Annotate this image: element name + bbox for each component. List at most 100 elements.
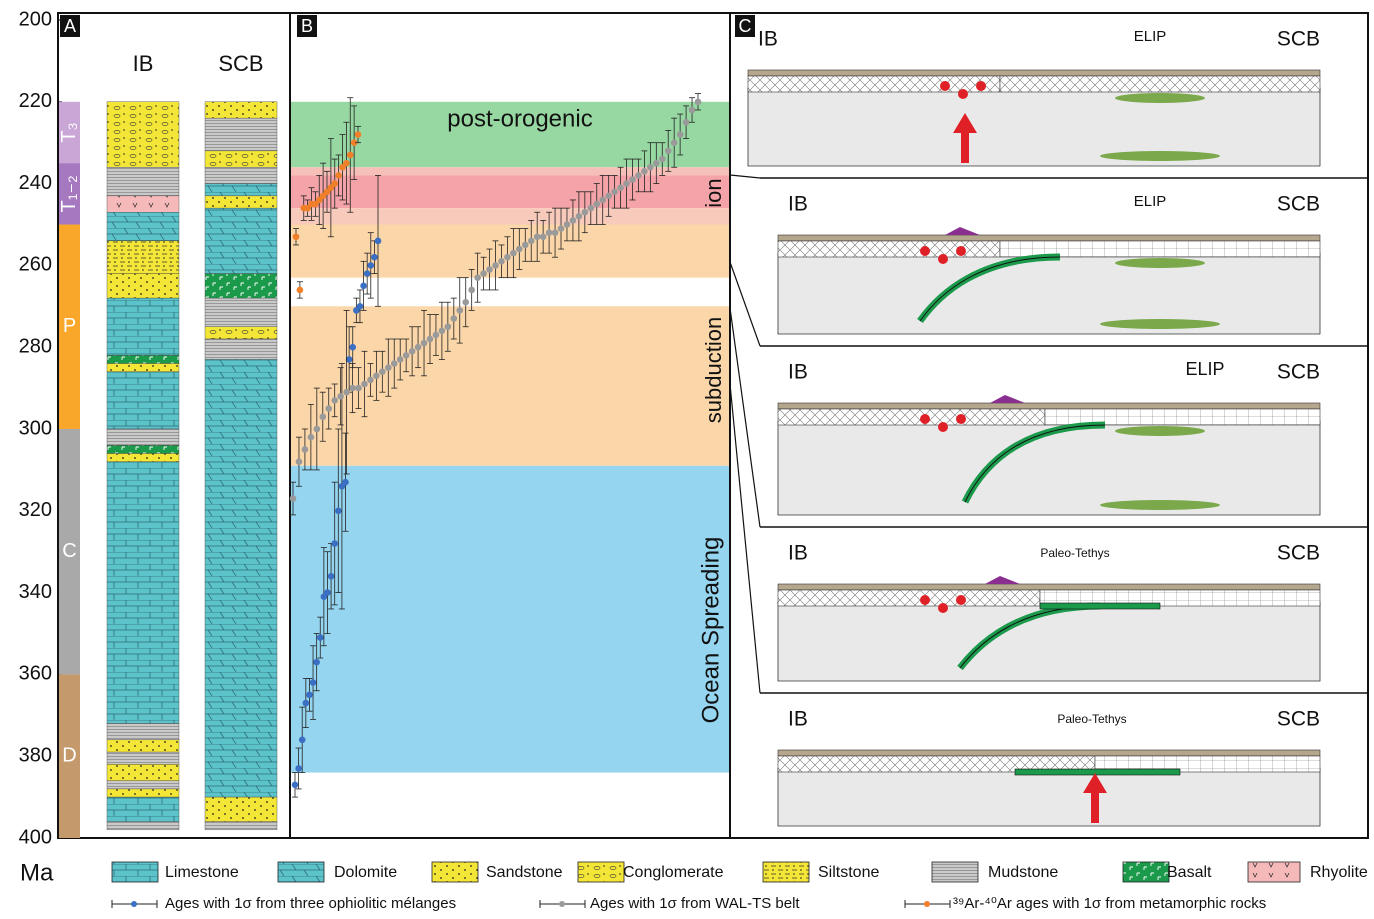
period: [59, 429, 80, 675]
section-right: SCB: [1277, 193, 1320, 216]
sediment: [777, 234, 1321, 242]
plume-head: [1115, 258, 1205, 268]
age-point: [354, 131, 362, 138]
age-point: [611, 188, 618, 196]
column-title: SCB: [218, 51, 263, 76]
age-point: [420, 339, 428, 347]
rock-layer: [106, 355, 180, 364]
section-left: IB: [788, 708, 808, 731]
rock-layer: [204, 297, 278, 327]
age-point: [480, 270, 487, 277]
age-point: [325, 405, 333, 412]
y-tick-label: 360: [19, 663, 52, 685]
magma: [958, 89, 968, 99]
sediment: [777, 583, 1321, 591]
age-point: [319, 413, 327, 421]
rock-layer: [204, 359, 278, 798]
age-point: [349, 343, 357, 351]
age-point: [367, 376, 374, 384]
rock-layer: [106, 273, 180, 299]
frame: [57, 12, 1369, 839]
age-point: [319, 192, 327, 200]
age-point: [331, 397, 338, 404]
panel-tag-box: [297, 15, 317, 37]
legend-label: Ages with 1σ from WAL-TS belt: [590, 895, 800, 912]
age-point: [337, 392, 344, 400]
magma: [920, 414, 930, 424]
crust-ib: [777, 240, 1001, 258]
legend-swatch: [931, 861, 979, 883]
age-point: [356, 303, 364, 310]
panel-tag: C: [739, 16, 752, 36]
y-tick-label: 240: [19, 172, 52, 194]
period-label: D: [62, 744, 76, 766]
section-right: SCB: [1277, 542, 1320, 565]
y-tick-label: 400: [19, 826, 52, 848]
legend-label: Dolomite: [334, 864, 397, 881]
rock-layer: [106, 195, 180, 213]
age-point: [533, 233, 541, 241]
upwelling-arrow: [1083, 773, 1107, 823]
crust-scb: [999, 240, 1321, 258]
legend-label: Basalt: [1167, 864, 1212, 881]
rock-layer: [204, 821, 278, 831]
rock-layer: [204, 150, 278, 168]
section-label: ELIP: [1185, 359, 1224, 379]
crust-scb: [1044, 408, 1321, 426]
age-band: [291, 465, 729, 773]
column-title: IB: [133, 51, 154, 76]
age-band: [291, 208, 729, 225]
age-point: [504, 253, 511, 261]
age-point: [335, 172, 342, 179]
rock-layer: [106, 796, 180, 822]
age-point: [658, 155, 666, 163]
age-point: [510, 249, 517, 257]
age-point: [327, 184, 335, 191]
age-point: [350, 139, 358, 146]
rock-layer: [106, 453, 180, 462]
rock-layer: [106, 371, 180, 430]
age-point: [345, 356, 353, 363]
link-line: [729, 383, 761, 694]
age-band: [291, 224, 729, 278]
magma: [956, 595, 966, 605]
rock-layer: [204, 167, 278, 184]
age-point: [605, 192, 612, 200]
age-point: [374, 237, 382, 245]
age-point: [292, 233, 300, 241]
plume-head: [1115, 93, 1205, 103]
y-tick-label: 300: [19, 417, 52, 439]
period: [59, 674, 80, 838]
period-label: C: [62, 540, 76, 562]
age-point: [635, 172, 642, 179]
rock-layer: [204, 207, 278, 274]
age-point: [569, 217, 577, 224]
age-point: [396, 356, 404, 363]
rock-layer: [204, 273, 278, 299]
axis-unit: Ma: [20, 859, 54, 886]
sediment: [777, 749, 1321, 757]
age-point: [349, 384, 356, 392]
rock-layer: [106, 788, 180, 798]
period: [59, 101, 80, 164]
rock-layer: [106, 461, 180, 724]
band-label: subduction: [701, 317, 726, 423]
legend-label: Siltstone: [818, 864, 879, 881]
age-point: [581, 208, 589, 216]
legend-label: Limestone: [165, 864, 239, 881]
age-point: [307, 433, 315, 441]
age-point: [304, 204, 311, 212]
age-point: [682, 118, 690, 126]
age-point: [521, 241, 529, 249]
rock-layer: [106, 764, 180, 781]
plume-root: [1100, 500, 1220, 510]
age-point: [593, 200, 601, 208]
magma: [940, 81, 950, 91]
rock-layer: [106, 739, 180, 753]
age-point: [664, 147, 672, 155]
link-line: [729, 261, 761, 347]
age-point: [363, 270, 371, 277]
upwelling-arrow: [953, 113, 977, 163]
age-point: [323, 188, 331, 196]
age-point: [373, 372, 380, 380]
